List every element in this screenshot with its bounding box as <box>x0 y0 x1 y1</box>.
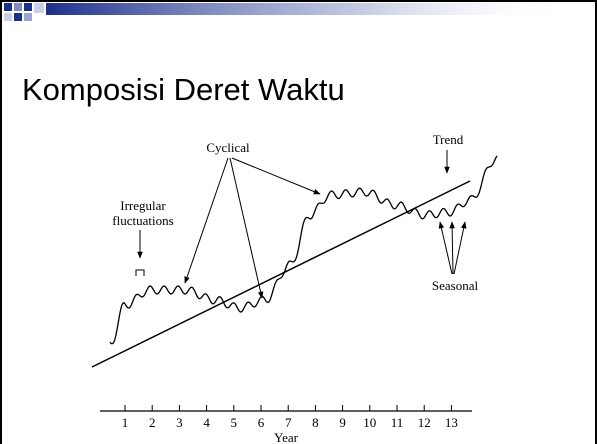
tick-label: 1 <box>122 415 129 430</box>
tick-label: 6 <box>258 415 265 430</box>
tick-label: 5 <box>231 415 238 430</box>
cyclical-curve <box>109 155 498 345</box>
tick-label: 7 <box>285 415 292 430</box>
tick-label: 12 <box>418 415 431 430</box>
label: Cyclical <box>206 140 250 155</box>
arrow <box>438 221 453 275</box>
tick-label: 4 <box>203 415 210 430</box>
axis-label: Year <box>274 430 299 444</box>
tick-label: 8 <box>312 415 319 430</box>
arrow <box>184 157 229 284</box>
label: Seasonal <box>432 278 479 293</box>
bracket <box>135 269 145 276</box>
tick-label: 11 <box>391 415 404 430</box>
arrow <box>453 221 467 275</box>
label: Trend <box>433 132 464 147</box>
axis-ticks: 1 2 3 4 5 6 7 8 9 10 11 12 13 <box>122 405 458 430</box>
slide-title: Komposisi Deret Waktu <box>22 72 345 107</box>
tick-label: 10 <box>363 415 376 430</box>
tick-label: 2 <box>149 415 156 430</box>
label: Irregular <box>120 198 166 213</box>
arrow <box>229 157 264 299</box>
diagram <box>91 150 498 412</box>
tick-label: 3 <box>176 415 183 430</box>
label: fluctuations <box>112 213 173 228</box>
arrow <box>449 221 455 275</box>
tick-label: 13 <box>445 415 458 430</box>
arrow <box>231 157 321 195</box>
tick-label: 9 <box>339 415 346 430</box>
